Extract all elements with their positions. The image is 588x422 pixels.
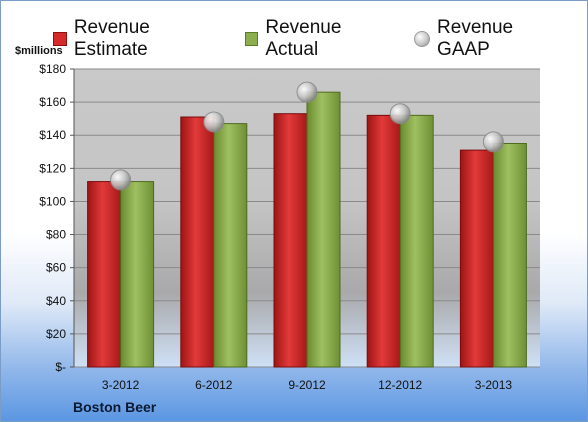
bar-revenue-actual (492, 143, 527, 368)
bar-revenue-estimate (366, 114, 401, 368)
bar-revenue-actual (399, 114, 434, 368)
bar-revenue-estimate (459, 149, 494, 368)
y-tick-label: $140 (39, 128, 66, 142)
bar-revenue-estimate (180, 116, 215, 368)
y-tick-label: $100 (39, 194, 66, 208)
y-axis-units-label: $millions (15, 45, 63, 57)
marker-revenue-gaap (482, 131, 504, 153)
legend-item-estimate: Revenue Estimate (53, 17, 227, 61)
legend-label-estimate: Revenue Estimate (73, 17, 150, 60)
legend-swatch-estimate (53, 32, 67, 46)
y-tick-label: $20 (46, 327, 66, 341)
bar-revenue-actual (213, 123, 248, 368)
y-axis-ticks: $- $20 $40 $60 $80 $100 $120 $140 $160 $180 (39, 62, 75, 374)
marker-revenue-gaap (203, 111, 225, 133)
y-tick-label: $40 (46, 294, 66, 308)
x-tick-label: 12-2012 (378, 378, 422, 392)
marker-revenue-gaap (389, 103, 411, 125)
bar-revenue-actual (306, 91, 341, 368)
legend: Revenue Estimate Revenue Actual Revenue … (53, 17, 587, 61)
gaap-markers (110, 81, 504, 191)
x-tick-label: 6-2012 (195, 378, 233, 392)
company-label: Boston Beer (73, 399, 157, 415)
y-tick-label: $180 (39, 62, 66, 76)
y-tick-label: $80 (46, 228, 66, 242)
marker-revenue-gaap (110, 169, 132, 191)
x-tick-label: 3-2013 (475, 378, 513, 392)
y-tick-label: $120 (39, 161, 66, 175)
bars (87, 91, 527, 368)
y-tick-label: $160 (39, 95, 66, 109)
legend-swatch-gaap (414, 31, 431, 47)
x-tick-label: 9-2012 (288, 378, 326, 392)
bar-revenue-estimate (273, 113, 308, 368)
y-tick-label: $- (55, 360, 66, 374)
legend-item-actual: Revenue Actual (244, 17, 397, 61)
x-axis-ticks: 3-2012 6-2012 9-2012 12-2012 3-2013 (102, 378, 512, 392)
bar-revenue-actual (120, 181, 155, 368)
x-tick-label: 3-2012 (102, 378, 140, 392)
legend-swatch-actual (244, 32, 259, 46)
bar-revenue-estimate (87, 181, 122, 368)
legend-item-gaap: Revenue GAAP (414, 17, 569, 61)
legend-label-actual: Revenue Actual (265, 17, 342, 60)
y-tick-label: $60 (46, 261, 66, 275)
legend-label-gaap: Revenue GAAP (437, 17, 514, 60)
marker-revenue-gaap (296, 81, 318, 103)
